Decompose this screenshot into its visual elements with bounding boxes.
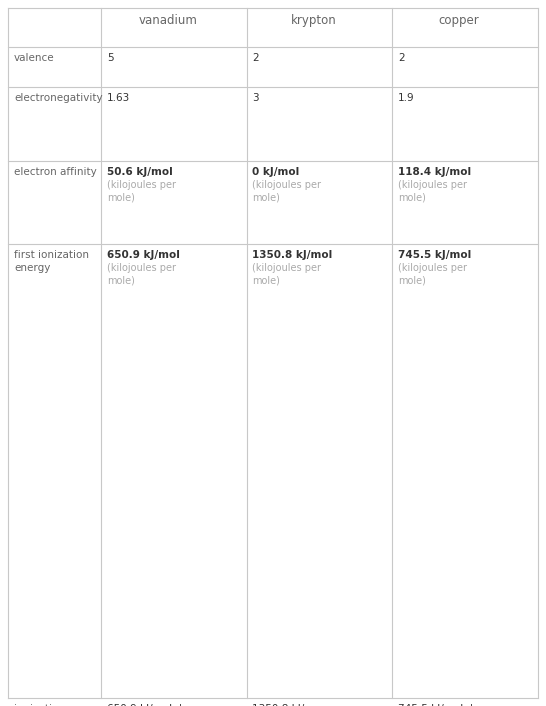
- Text: first ionization
energy: first ionization energy: [14, 250, 89, 273]
- Text: 1.63: 1.63: [107, 92, 130, 103]
- Text: 650.9 kJ/mol  |
1414 kJ/mol  |
2830 kJ/mol  |
4507 kJ/mol  |
6298.7 kJ/
mol  |  : 650.9 kJ/mol | 1414 kJ/mol | 2830 kJ/mol…: [107, 704, 188, 706]
- Text: 5: 5: [107, 54, 114, 64]
- Text: copper: copper: [439, 14, 479, 27]
- Text: 1350.8 kJ/
mol  |  2350.4 kJ
/mol  |  3565 kJ/
mol  |  5070 kJ/
mol  |  6240 kJ/: 1350.8 kJ/ mol | 2350.4 kJ /mol | 3565 k…: [252, 704, 337, 706]
- Text: 2: 2: [252, 54, 259, 64]
- Text: (kilojoules per
mole): (kilojoules per mole): [398, 180, 467, 203]
- Text: (kilojoules per
mole): (kilojoules per mole): [252, 263, 322, 286]
- Text: ionization
energies: ionization energies: [14, 704, 65, 706]
- Text: vanadium: vanadium: [138, 14, 197, 27]
- Text: 0 kJ/mol: 0 kJ/mol: [252, 167, 300, 177]
- Text: (kilojoules per
mole): (kilojoules per mole): [107, 180, 176, 203]
- Text: 745.5 kJ/mol  |
1957.9 kJ/
mol  |  3555 kJ/
mol  |  5536 kJ/
mol  |  7700 kJ/
mo: 745.5 kJ/mol | 1957.9 kJ/ mol | 3555 kJ/…: [398, 704, 479, 706]
- Text: 1.9: 1.9: [398, 92, 415, 103]
- Text: (kilojoules per
mole): (kilojoules per mole): [252, 180, 322, 203]
- Text: 118.4 kJ/mol: 118.4 kJ/mol: [398, 167, 471, 177]
- Text: (kilojoules per
mole): (kilojoules per mole): [398, 263, 467, 286]
- Text: 1350.8 kJ/mol: 1350.8 kJ/mol: [252, 250, 333, 261]
- Text: valence: valence: [14, 54, 55, 64]
- Text: 50.6 kJ/mol: 50.6 kJ/mol: [107, 167, 173, 177]
- Text: electronegativity: electronegativity: [14, 92, 103, 103]
- Text: krypton: krypton: [290, 14, 336, 27]
- Text: (kilojoules per
mole): (kilojoules per mole): [107, 263, 176, 286]
- Text: electron affinity: electron affinity: [14, 167, 97, 177]
- Text: 3: 3: [252, 92, 259, 103]
- Text: 2: 2: [398, 54, 405, 64]
- Text: 650.9 kJ/mol: 650.9 kJ/mol: [107, 250, 180, 261]
- Text: 745.5 kJ/mol: 745.5 kJ/mol: [398, 250, 472, 261]
